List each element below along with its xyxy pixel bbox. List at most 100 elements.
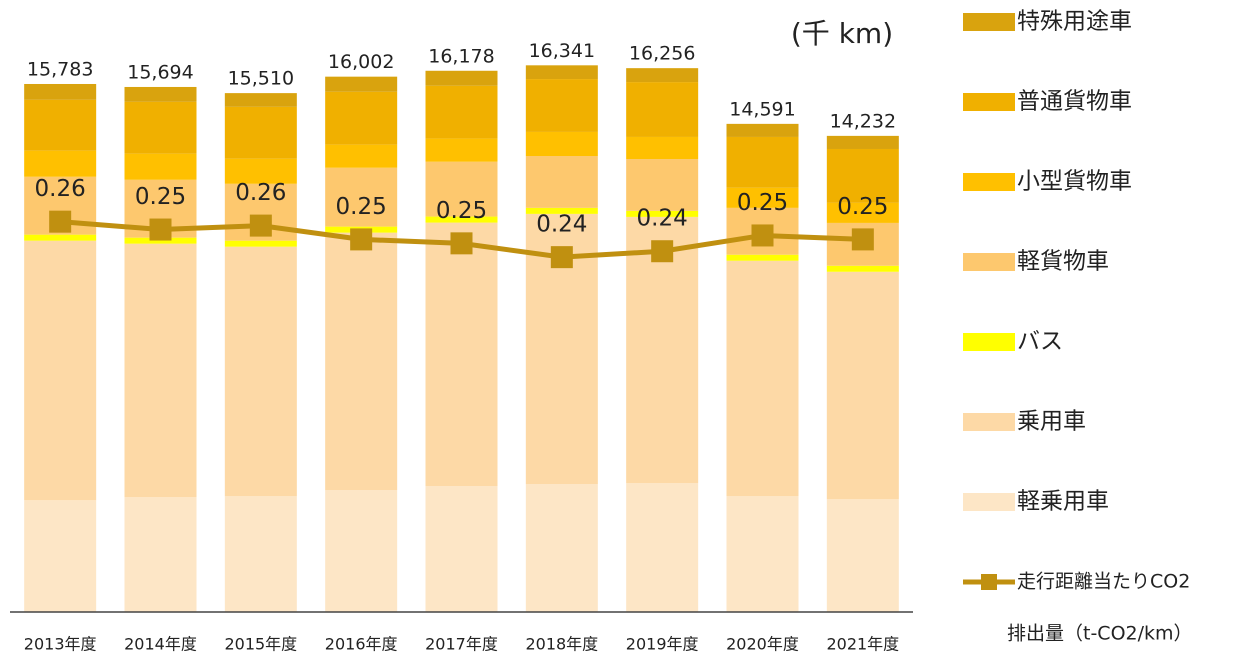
bar-segment <box>325 167 398 227</box>
value-label: 0.25 <box>336 194 387 220</box>
x-tick-label: 2013年度 <box>24 635 97 654</box>
bar-segment <box>24 234 97 241</box>
value-label: 0.26 <box>35 176 86 202</box>
bar-segment <box>525 484 598 612</box>
total-label: 15,783 <box>27 58 93 80</box>
total-label: 14,591 <box>729 98 795 120</box>
line-marker <box>550 246 573 269</box>
x-tick-label: 2014年度 <box>124 635 197 654</box>
x-tick-label: 2020年度 <box>726 635 799 654</box>
bar-segment <box>124 86 197 102</box>
bar-segment <box>425 161 498 217</box>
bar-segment <box>726 136 799 188</box>
bar-segment <box>626 483 699 612</box>
bar-segment <box>325 232 398 491</box>
bar-segment <box>525 156 598 208</box>
bar-segment <box>124 153 197 180</box>
bar-segment <box>726 496 799 612</box>
bar-segment <box>224 93 297 107</box>
legend-swatch <box>963 413 1015 431</box>
bar-segment <box>425 222 498 487</box>
bar-segment <box>525 207 598 214</box>
bar-segment <box>224 246 297 497</box>
legend-swatch <box>963 253 1015 271</box>
legend-swatch <box>963 493 1015 511</box>
bar-segment <box>24 150 97 177</box>
value-label: 0.26 <box>235 180 286 206</box>
value-label: 0.25 <box>135 184 186 210</box>
bar-segment <box>826 148 899 203</box>
bar-segment <box>626 210 699 217</box>
legend-marker <box>981 574 997 590</box>
line-marker <box>49 210 72 233</box>
bar-segment <box>826 271 899 500</box>
bar-segment <box>726 254 799 261</box>
x-tick-label: 2016年度 <box>325 635 398 654</box>
x-tick-label: 2021年度 <box>826 635 899 654</box>
legend-label: 軽貨物車 <box>1017 249 1109 275</box>
bar-segment <box>826 265 899 272</box>
legend-label: 走行距離当たりCO2 <box>1017 571 1190 593</box>
x-tick-label: 2018年度 <box>525 635 598 654</box>
x-tick-label: 2015年度 <box>224 635 297 654</box>
bar-segment <box>124 237 197 244</box>
bar-segment <box>24 99 97 151</box>
value-label: 0.25 <box>737 190 788 216</box>
total-label: 16,002 <box>328 51 394 73</box>
legend-swatch <box>963 173 1015 191</box>
value-label: 0.24 <box>637 206 688 232</box>
legend-label: 普通貨物車 <box>1017 89 1132 115</box>
legend-swatch <box>963 93 1015 111</box>
bar-segment <box>425 70 498 86</box>
bar-segment <box>425 216 498 223</box>
line-marker <box>350 228 373 251</box>
bar-segment <box>826 202 899 223</box>
total-label: 16,178 <box>428 45 494 67</box>
bar-segment <box>124 497 197 612</box>
value-label: 0.25 <box>436 198 487 224</box>
bar-segment <box>124 101 197 154</box>
bar-segment <box>826 499 899 612</box>
bar-segment <box>726 260 799 497</box>
bar-segment <box>325 91 398 145</box>
legend-label: バス <box>1017 329 1063 355</box>
line-marker <box>149 218 172 241</box>
bar-segment <box>325 490 398 612</box>
bar-segment <box>525 79 598 132</box>
bar-segment <box>124 243 197 498</box>
legend-swatch <box>963 333 1015 351</box>
legend-label: 排出量（t-CO2/km） <box>1007 623 1193 645</box>
bar-segment <box>626 68 699 83</box>
value-label: 0.24 <box>536 212 587 238</box>
bar-segment <box>325 76 398 92</box>
line-marker <box>450 232 473 255</box>
bar-segment <box>224 496 297 612</box>
value-label: 0.25 <box>837 194 888 220</box>
legend-label: 特殊用途車 <box>1017 9 1132 35</box>
legend-label: 乗用車 <box>1017 409 1086 435</box>
bar-segment <box>826 135 899 149</box>
legend-swatch <box>963 13 1015 31</box>
line-marker <box>651 240 674 263</box>
legend-label: 軽乗用車 <box>1017 489 1109 515</box>
bar-segment <box>425 486 498 612</box>
bar-segment <box>626 136 699 160</box>
bar-segment <box>626 159 699 211</box>
unit-label: (千 km) <box>791 17 893 50</box>
total-label: 16,256 <box>629 43 695 65</box>
bar-segment <box>425 138 498 162</box>
bar-segment <box>224 106 297 159</box>
bar-segment <box>425 85 498 139</box>
bar-segment <box>224 158 297 184</box>
bar-segment <box>626 82 699 137</box>
bar-segment <box>24 83 97 100</box>
bar-segment <box>24 240 97 501</box>
bar-segment <box>726 187 799 208</box>
total-label: 14,232 <box>830 110 896 132</box>
line-marker <box>249 214 272 237</box>
bar-segment <box>224 240 297 247</box>
bar-segment <box>525 131 598 157</box>
line-marker <box>851 228 874 251</box>
x-tick-label: 2017年度 <box>425 635 498 654</box>
